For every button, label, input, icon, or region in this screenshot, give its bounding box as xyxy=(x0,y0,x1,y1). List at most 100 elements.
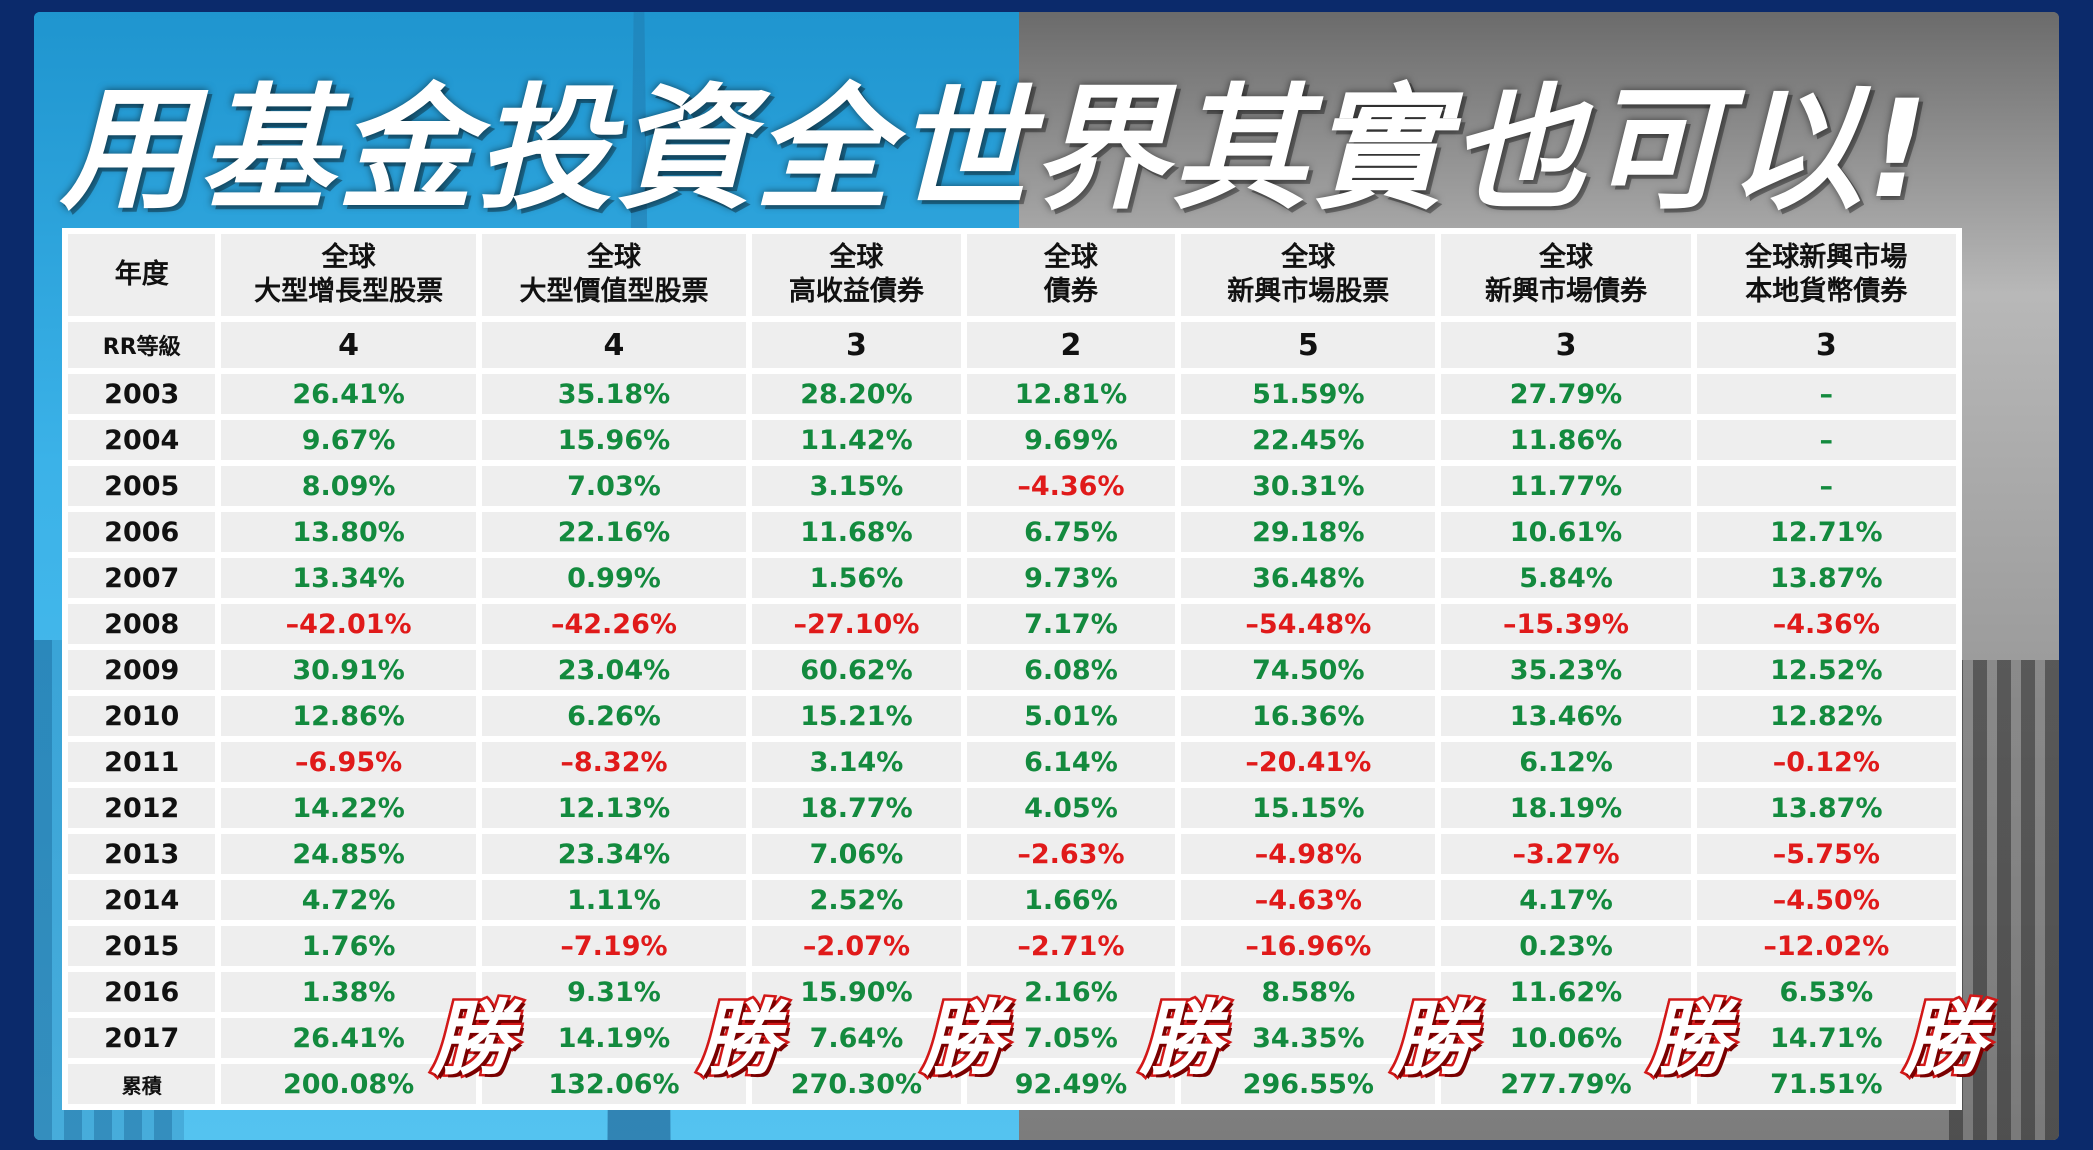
return-cell: 22.16% xyxy=(481,512,747,552)
header-col-line2: 本地貨幣債券 xyxy=(1745,276,1908,307)
return-cell: 13.34% xyxy=(221,558,476,598)
return-cell: 8.09% xyxy=(221,466,476,506)
return-cell: 14.19% xyxy=(481,1018,747,1058)
return-cell: 4.72% xyxy=(221,880,476,920)
header-col-line1: 全球新興市場 xyxy=(1745,242,1908,273)
return-cell: 12.86% xyxy=(221,696,476,736)
win-stamp: 勝 xyxy=(429,990,516,1090)
return-cell: 1.66% xyxy=(966,880,1176,920)
return-cell: –4.63% xyxy=(1181,880,1436,920)
return-cell: –4.36% xyxy=(1696,604,1956,644)
cumulative-value: 92.49% xyxy=(966,1064,1176,1104)
return-cell: –4.50% xyxy=(1696,880,1956,920)
return-cell: 51.59% xyxy=(1181,374,1436,414)
header-col-line2: 新興市場債券 xyxy=(1485,276,1648,307)
return-cell: 2.16% xyxy=(966,972,1176,1012)
return-cell: 1.38% xyxy=(221,972,476,1012)
city-skyline-right xyxy=(1949,660,2059,1140)
header-col-line1: 全球 xyxy=(1043,242,1098,273)
return-cell: 3.15% xyxy=(752,466,961,506)
return-cell: 13.87% xyxy=(1696,558,1956,598)
year-cell: 2008 xyxy=(68,604,216,644)
header-col-6: 全球新興市場 本地貨幣債券 xyxy=(1696,234,1956,316)
return-cell: 7.05% xyxy=(966,1018,1176,1058)
return-cell: –2.63% xyxy=(966,834,1176,874)
return-cell: 74.50% xyxy=(1181,650,1436,690)
rr-label: RR等級 xyxy=(68,322,216,368)
year-cell: 2010 xyxy=(68,696,216,736)
page-title: 用基金投資全世界其實也可以! xyxy=(60,71,1933,228)
return-cell: 6.26% xyxy=(481,696,747,736)
year-cell: 2017 xyxy=(68,1018,216,1058)
return-cell: 4.05% xyxy=(966,788,1176,828)
return-cell: 12.82% xyxy=(1696,696,1956,736)
return-cell: 34.35% xyxy=(1181,1018,1436,1058)
win-stamp: 勝 xyxy=(695,990,782,1090)
return-cell: –2.07% xyxy=(752,926,961,966)
year-cell: 2007 xyxy=(68,558,216,598)
return-cell: 5.84% xyxy=(1441,558,1691,598)
table-row: 2005 8.09% 7.03% 3.15% –4.36% 30.31% 11.77% – xyxy=(68,466,1956,506)
header-col-line1: 全球 xyxy=(586,242,641,273)
header-col-line1: 全球 xyxy=(829,242,884,273)
return-cell: 15.90% xyxy=(752,972,961,1012)
year-cell: 2015 xyxy=(68,926,216,966)
return-cell: 1.56% xyxy=(752,558,961,598)
table-row: 2007 13.34% 0.99% 1.56% 9.73% 36.48% 5.84% 13.8… xyxy=(68,558,1956,598)
table-row: 2017 26.41% 14.19% 7.64% 7.05% 34.35% 10.06% 14… xyxy=(68,1018,1956,1058)
return-cell: 12.71% xyxy=(1696,512,1956,552)
return-cell: 4.17% xyxy=(1441,880,1691,920)
table-row: 2011 –6.95% –8.32% 3.14% 6.14% –20.41% 6.12% –0… xyxy=(68,742,1956,782)
return-cell: 1.76% xyxy=(221,926,476,966)
return-cell: 36.48% xyxy=(1181,558,1436,598)
rr-value: 5 xyxy=(1181,322,1436,368)
return-cell: –5.75% xyxy=(1696,834,1956,874)
return-cell: –12.02% xyxy=(1696,926,1956,966)
return-cell: 9.67% xyxy=(221,420,476,460)
return-cell: 8.58% xyxy=(1181,972,1436,1012)
return-cell: 7.64% xyxy=(752,1018,961,1058)
table-row: 2016 1.38% 9.31% 15.90% 2.16% 8.58% 11.62% 6.53… xyxy=(68,972,1956,1012)
year-cell: 2014 xyxy=(68,880,216,920)
return-cell: – xyxy=(1696,466,1956,506)
year-cell: 2011 xyxy=(68,742,216,782)
return-cell: 11.68% xyxy=(752,512,961,552)
cumulative-label: 累積 xyxy=(68,1064,216,1104)
cumulative-value: 270.30% xyxy=(752,1064,961,1104)
header-col-line1: 全球 xyxy=(321,242,376,273)
header-col-1: 全球 大型價值型股票 xyxy=(481,234,747,316)
header-col-4: 全球 新興市場股票 xyxy=(1181,234,1436,316)
return-cell: 11.42% xyxy=(752,420,961,460)
return-cell: –2.71% xyxy=(966,926,1176,966)
return-cell: 0.99% xyxy=(481,558,747,598)
return-cell: 10.06% xyxy=(1441,1018,1691,1058)
return-cell: 3.14% xyxy=(752,742,961,782)
return-cell: 26.41% xyxy=(221,1018,476,1058)
table-row: 2004 9.67% 15.96% 11.42% 9.69% 22.45% 11.86% – xyxy=(68,420,1956,460)
return-cell: 26.41% xyxy=(221,374,476,414)
year-cell: 2005 xyxy=(68,466,216,506)
header-col-line2: 大型價值型股票 xyxy=(519,276,709,307)
return-cell: 23.34% xyxy=(481,834,747,874)
return-cell: –54.48% xyxy=(1181,604,1436,644)
return-cell: –15.39% xyxy=(1441,604,1691,644)
return-cell: 29.18% xyxy=(1181,512,1436,552)
return-cell: 18.19% xyxy=(1441,788,1691,828)
return-cell: 22.45% xyxy=(1181,420,1436,460)
header-col-2: 全球 高收益債券 xyxy=(752,234,961,316)
cumulative-value: 71.51% xyxy=(1696,1064,1956,1104)
return-cell: 14.71% xyxy=(1696,1018,1956,1058)
return-cell: 12.52% xyxy=(1696,650,1956,690)
rr-value: 3 xyxy=(1441,322,1691,368)
rr-value: 3 xyxy=(752,322,961,368)
year-cell: 2004 xyxy=(68,420,216,460)
win-stamp: 勝 xyxy=(1901,990,1988,1090)
table-row: 2012 14.22% 12.13% 18.77% 4.05% 15.15% 18.19% 1… xyxy=(68,788,1956,828)
return-cell: –42.26% xyxy=(481,604,747,644)
win-stamp: 勝 xyxy=(1389,990,1476,1090)
header-year: 年度 xyxy=(68,234,216,316)
return-cell: 18.77% xyxy=(752,788,961,828)
fund-returns-table: 年度 全球 大型增長型股票 全球 大型價值型股票 全球 高收益債券 全球 債券 全球 新興… xyxy=(62,228,1962,1110)
table-row: 2010 12.86% 6.26% 15.21% 5.01% 16.36% 13.46% 12… xyxy=(68,696,1956,736)
return-cell: –20.41% xyxy=(1181,742,1436,782)
